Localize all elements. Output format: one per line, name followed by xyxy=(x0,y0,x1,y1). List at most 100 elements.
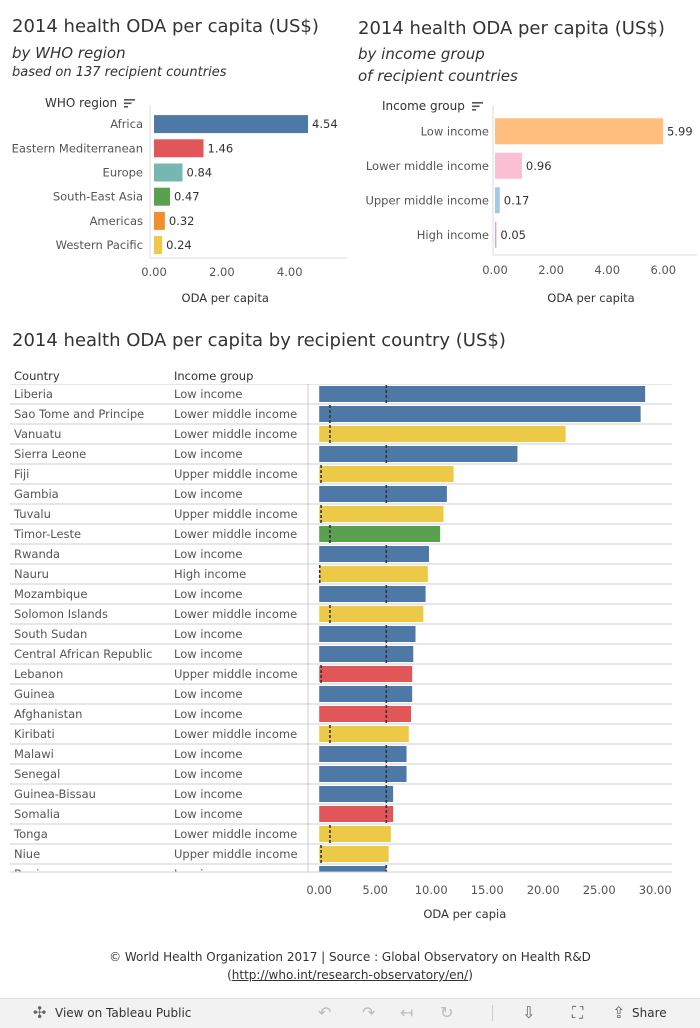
country-income-label: Low income xyxy=(174,547,242,561)
country-bar xyxy=(319,686,413,702)
region-tick-label: 4.00 xyxy=(277,265,303,279)
country-income-label: Low income xyxy=(174,867,242,881)
country-name-label: Nauru xyxy=(14,567,49,581)
income-tick-label: 2.00 xyxy=(538,263,564,277)
country-name-label: Kiribati xyxy=(14,727,55,741)
country-income-label: Low income xyxy=(174,747,242,761)
country-name-label: Timor-Leste xyxy=(13,527,81,541)
country-income-label: Low income xyxy=(174,787,242,801)
country-bar xyxy=(319,506,444,522)
country-tick-label: 5.00 xyxy=(362,883,388,897)
country-bar xyxy=(319,746,407,762)
country-name-label: Senegal xyxy=(14,767,60,781)
country-income-label: Lower middle income xyxy=(174,407,297,421)
country-tick-label: 15.00 xyxy=(471,883,504,897)
region-category-label: Africa xyxy=(110,117,143,131)
country-bar xyxy=(319,646,414,662)
share-icon[interactable]: ⇪ xyxy=(612,1003,626,1022)
country-income-label: Low income xyxy=(174,487,242,501)
country-bar xyxy=(319,426,566,442)
country-bar xyxy=(319,386,646,402)
country-income-label: Lower middle income xyxy=(174,527,297,541)
country-tick-label: 30.00 xyxy=(639,883,672,897)
country-income-label: Upper middle income xyxy=(174,467,298,481)
download-icon[interactable]: ⇩ xyxy=(522,1003,536,1022)
country-tick-label: 10.00 xyxy=(415,883,448,897)
sort-icon[interactable] xyxy=(123,97,135,111)
region-category-label: Western Pacific xyxy=(56,238,143,252)
country-bar xyxy=(319,666,413,682)
country-bar xyxy=(319,706,412,722)
region-bar xyxy=(154,115,309,134)
country-name-label: Benin xyxy=(14,867,47,881)
country-income-label: Low income xyxy=(174,587,242,601)
country-axis-title: ODA per capia xyxy=(423,907,506,921)
income-tick-label: 0.00 xyxy=(482,263,508,277)
income-bar xyxy=(495,187,500,214)
income-column-header: Income group xyxy=(174,369,253,383)
country-income-label: Low income xyxy=(174,807,242,821)
income-value-label: 0.05 xyxy=(500,228,526,242)
income-bar xyxy=(495,221,497,248)
country-income-label: Upper middle income xyxy=(174,847,298,861)
country-income-label: Lower middle income xyxy=(174,827,297,841)
country-bar xyxy=(319,586,426,602)
region-category-label: Americas xyxy=(90,214,143,228)
country-income-label: Low income xyxy=(174,687,242,701)
region-value-label: 1.46 xyxy=(208,141,234,155)
country-name-label: Rwanda xyxy=(14,547,60,561)
country-name-label: Fiji xyxy=(14,467,29,481)
income-chart-title: 2014 health ODA per capita (US$) xyxy=(358,18,665,39)
region-chart: Africa 4.54 Eastern Mediterranean 1.46 Europ… xyxy=(12,105,347,305)
income-value-label: 0.17 xyxy=(504,193,530,207)
source-link[interactable]: http://who.int/research-observatory/en/ xyxy=(231,968,469,982)
income-tick-label: 4.00 xyxy=(594,263,620,277)
region-bar xyxy=(154,163,183,182)
country-income-label: Low income xyxy=(174,447,242,461)
income-tick-label: 6.00 xyxy=(651,263,677,277)
country-name-label: Liberia xyxy=(14,387,53,401)
income-chart-subtitle-2: of recipient countries xyxy=(358,67,518,85)
country-bar xyxy=(319,466,454,482)
region-tick-label: 0.00 xyxy=(141,265,167,279)
region-header[interactable]: WHO region xyxy=(45,96,135,111)
country-bar xyxy=(319,546,429,562)
country-tick-label: 25.00 xyxy=(583,883,616,897)
country-bar xyxy=(319,486,447,502)
country-income-label: Lower middle income xyxy=(174,607,297,621)
region-category-label: Europe xyxy=(103,166,143,180)
region-bar xyxy=(154,187,170,206)
income-value-label: 5.99 xyxy=(667,124,693,138)
country-column-header: Country xyxy=(14,369,60,383)
undo-icon[interactable]: ↶ xyxy=(318,1003,332,1022)
country-income-label: High income xyxy=(174,567,246,581)
country-name-label: Gambia xyxy=(14,487,59,501)
country-name-label: Malawi xyxy=(14,747,54,761)
region-tick-label: 2.00 xyxy=(209,265,235,279)
region-header-label: WHO region xyxy=(45,96,118,110)
income-category-label: Low income xyxy=(421,124,489,138)
region-category-label: Eastern Mediterranean xyxy=(12,141,143,155)
income-header[interactable]: Income group xyxy=(382,99,483,114)
income-axis-title: ODA per capita xyxy=(547,291,634,305)
country-income-label: Lower middle income xyxy=(174,727,297,741)
redo-icon[interactable]: ↷ xyxy=(362,1003,376,1022)
country-name-label: South Sudan xyxy=(14,627,87,641)
country-bar xyxy=(319,606,424,622)
region-value-label: 4.54 xyxy=(312,117,338,131)
share-button[interactable]: Share xyxy=(632,1006,667,1020)
refresh-icon[interactable]: ↻ xyxy=(440,1003,454,1022)
revert-icon[interactable]: ↤ xyxy=(400,1003,414,1022)
country-name-label: Niue xyxy=(14,847,40,861)
view-on-tableau-public-link[interactable]: View on Tableau Public xyxy=(55,1006,192,1020)
sort-icon[interactable] xyxy=(471,100,483,114)
region-chart-subtitle: by WHO region xyxy=(12,44,126,62)
country-bar xyxy=(319,566,428,582)
fullscreen-icon[interactable]: ⛶ xyxy=(572,1003,584,1022)
country-chart[interactable]: Country Income group Liberia Low income Sao … xyxy=(0,362,700,932)
country-name-label: Tonga xyxy=(13,827,48,841)
country-rows: Liberia Low income Sao Tome and Principe Lo… xyxy=(10,384,672,881)
country-name-label: Vanuatu xyxy=(14,427,61,441)
region-bar xyxy=(154,236,163,255)
country-income-label: Upper middle income xyxy=(174,507,298,521)
